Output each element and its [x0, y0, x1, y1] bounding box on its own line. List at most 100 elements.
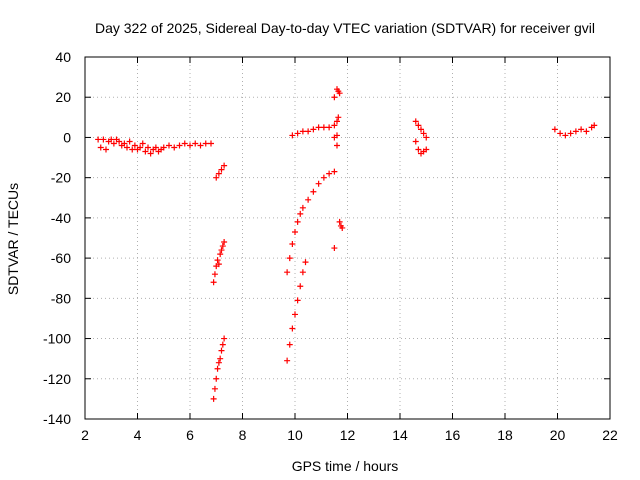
- data-point: [299, 204, 306, 211]
- data-point: [289, 132, 296, 139]
- x-axis-ticks: 2 4 6 8 10 12 14 16 18 20 22: [81, 57, 618, 443]
- y-tick-label: 0: [63, 129, 71, 145]
- data-point: [116, 138, 123, 145]
- data-point: [124, 144, 130, 151]
- y-tick-label: -20: [51, 170, 71, 186]
- y-tick-label: -140: [43, 411, 71, 427]
- data-point: [292, 311, 298, 318]
- data-point: [213, 375, 220, 382]
- y-tick-label: -40: [51, 210, 71, 226]
- data-point: [218, 247, 225, 254]
- data-point: [418, 126, 424, 133]
- data-point: [423, 146, 430, 153]
- x-tick-label: 16: [445, 427, 461, 443]
- data-point: [305, 196, 312, 203]
- y-axis-ticks: 40 20 0 -20 -40 -60 -80 -100 -120 -140: [43, 49, 610, 427]
- data-point: [121, 140, 128, 147]
- data-point: [336, 218, 343, 225]
- y-tick-label: -120: [43, 371, 71, 387]
- data-point: [215, 261, 222, 268]
- data-point: [294, 130, 301, 137]
- data-point: [315, 124, 322, 131]
- data-point: [572, 128, 579, 135]
- data-point: [160, 144, 167, 151]
- data-point: [423, 134, 430, 141]
- data-point: [218, 166, 225, 173]
- data-point: [187, 142, 193, 149]
- plot-frame: [84, 56, 611, 420]
- data-point: [299, 128, 306, 135]
- y-tick-label: -100: [43, 331, 71, 347]
- y-tick-label: 40: [55, 49, 71, 65]
- data-point: [339, 224, 346, 231]
- data-point: [412, 138, 419, 145]
- data-point: [213, 174, 220, 181]
- data-points: [95, 86, 598, 402]
- data-point: [286, 255, 293, 262]
- data-point: [215, 359, 222, 366]
- data-point: [129, 146, 136, 153]
- data-point: [302, 259, 309, 266]
- data-point: [331, 245, 338, 252]
- data-point: [294, 218, 301, 225]
- data-point: [415, 122, 422, 129]
- data-point: [289, 325, 296, 332]
- data-point: [152, 144, 159, 151]
- data-point: [108, 136, 115, 143]
- data-point: [219, 341, 226, 348]
- data-point: [131, 142, 138, 149]
- grid-lines: [85, 57, 610, 419]
- x-tick-label: 22: [602, 427, 618, 443]
- data-point: [284, 269, 291, 276]
- data-point: [211, 385, 218, 392]
- data-point: [336, 90, 343, 97]
- data-point: [215, 170, 222, 177]
- data-point: [331, 134, 338, 141]
- data-point: [214, 365, 221, 372]
- data-point: [210, 279, 217, 286]
- data-point: [310, 126, 317, 133]
- data-point: [137, 144, 144, 151]
- data-point: [217, 251, 224, 258]
- data-point: [286, 341, 293, 348]
- data-point: [591, 122, 598, 129]
- data-point: [221, 239, 228, 246]
- data-point: [299, 269, 306, 276]
- data-point: [218, 347, 225, 354]
- data-point: [126, 138, 133, 145]
- data-point: [583, 128, 590, 135]
- data-point: [331, 122, 338, 129]
- chart-title: Day 322 of 2025, Sidereal Day-to-day VTE…: [95, 20, 595, 36]
- x-tick-label: 10: [287, 427, 303, 443]
- data-point: [557, 130, 564, 137]
- data-point: [176, 142, 183, 149]
- x-tick-label: 20: [550, 427, 566, 443]
- y-tick-label: -60: [51, 250, 71, 266]
- data-point: [297, 283, 304, 290]
- data-point: [219, 243, 226, 250]
- x-axis-label: GPS time / hours: [292, 458, 399, 474]
- data-point: [320, 174, 327, 181]
- data-point: [310, 188, 317, 195]
- y-axis-label: SDTVAR / TECUs: [5, 183, 21, 295]
- data-point: [197, 142, 204, 149]
- data-point: [551, 126, 558, 133]
- data-point: [139, 140, 146, 147]
- data-point: [221, 335, 228, 342]
- data-point: [289, 241, 296, 248]
- x-tick-label: 8: [239, 427, 247, 443]
- data-point: [334, 118, 340, 125]
- data-point: [221, 162, 228, 169]
- data-point: [202, 140, 209, 147]
- data-point: [297, 210, 304, 217]
- data-point: [331, 94, 338, 101]
- data-point: [208, 140, 214, 147]
- data-point: [326, 124, 333, 131]
- data-point: [420, 130, 427, 137]
- data-point: [320, 124, 327, 131]
- x-tick-label: 14: [392, 427, 408, 443]
- data-point: [415, 146, 422, 153]
- x-tick-label: 2: [81, 427, 89, 443]
- data-point: [166, 142, 172, 149]
